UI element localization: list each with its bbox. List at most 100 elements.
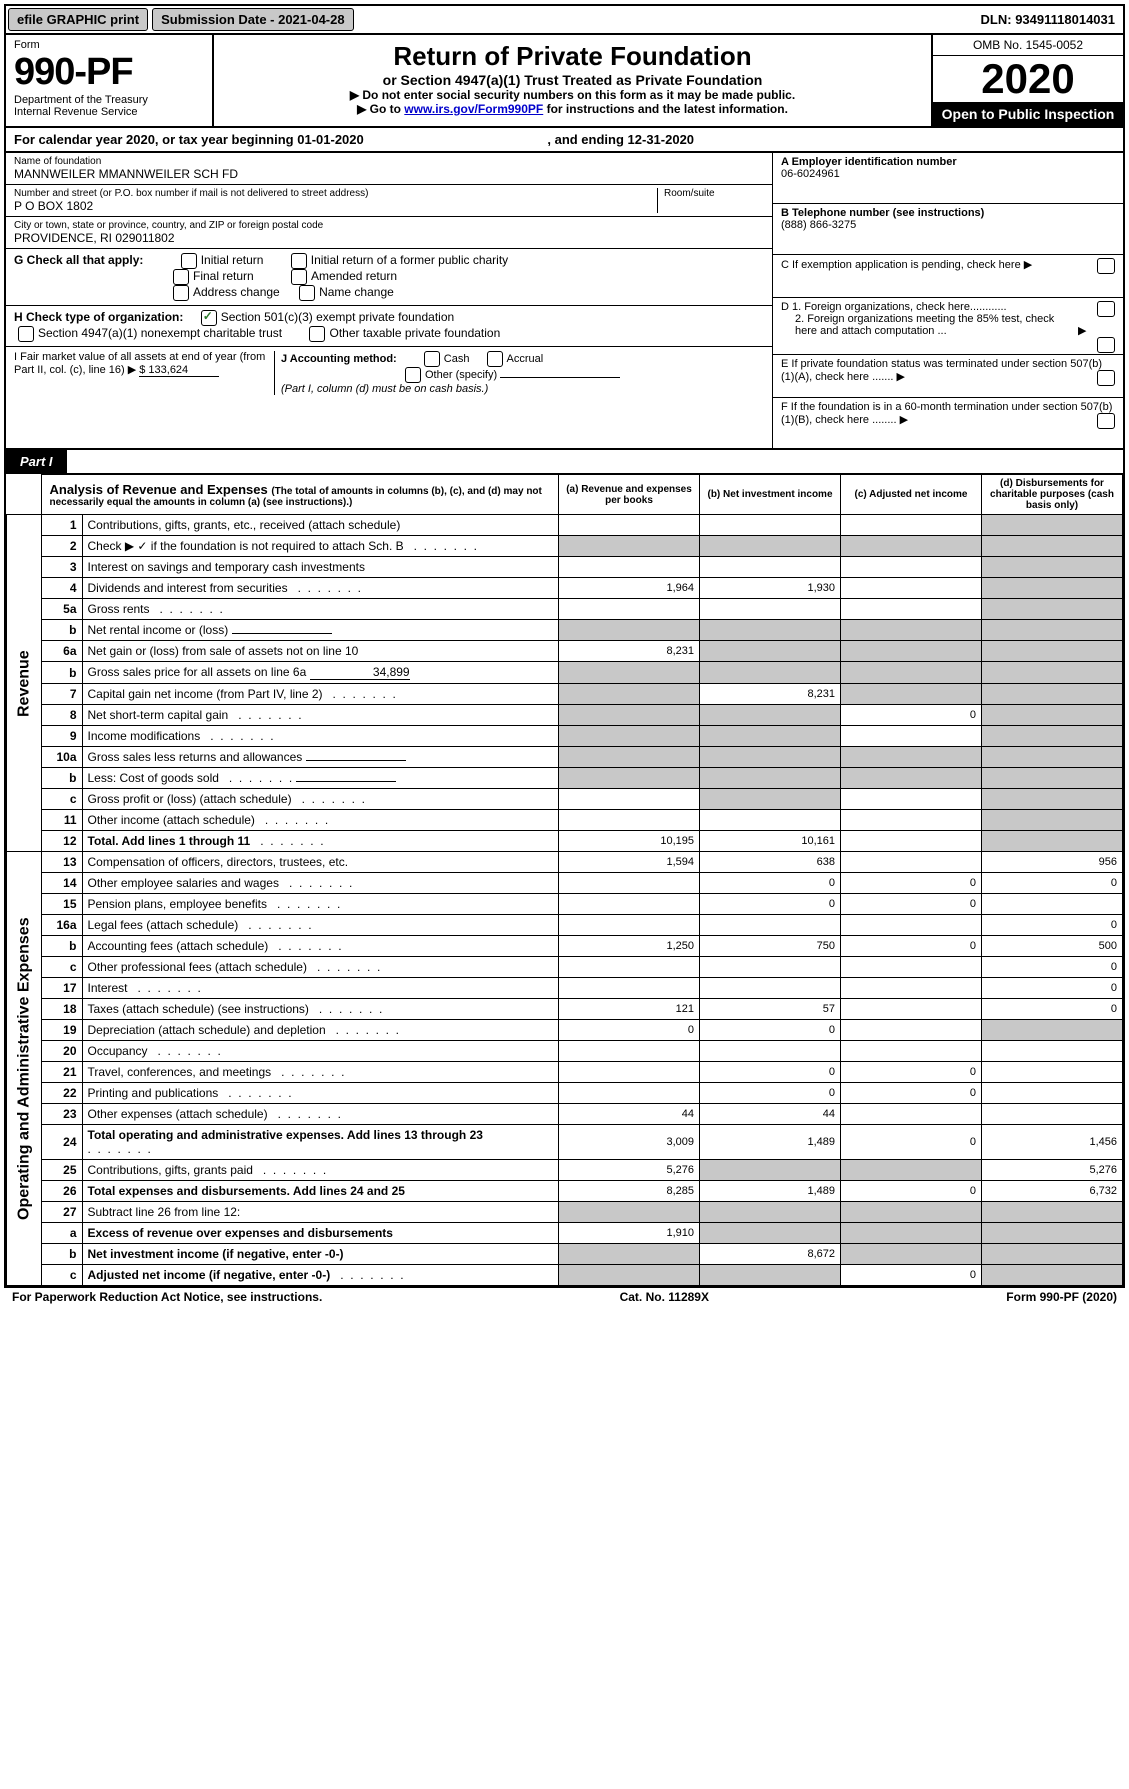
header-left: Form 990-PF Department of the Treasury I… (6, 35, 214, 126)
cell-b: 1,489 (700, 1181, 841, 1202)
cell-c (841, 662, 982, 684)
line-desc: Net short-term capital gain . . . . . . … (82, 705, 559, 726)
cell-a (559, 620, 700, 641)
cell-a (559, 873, 700, 894)
cell-a (559, 536, 700, 557)
table-row: 14Other employee salaries and wages . . … (7, 873, 1123, 894)
line-desc: Dividends and interest from securities .… (82, 578, 559, 599)
room-label: Room/suite (664, 188, 764, 199)
table-row: 16aLegal fees (attach schedule) . . . . … (7, 915, 1123, 936)
cell-c (841, 1202, 982, 1223)
cell-b (700, 1160, 841, 1181)
cell-b: 0 (700, 1020, 841, 1041)
cell-c (841, 1223, 982, 1244)
part1-title: Analysis of Revenue and Expenses (50, 482, 272, 497)
checkbox-initial-former[interactable] (291, 253, 307, 269)
cell-c: 0 (841, 1083, 982, 1104)
cell-b: 44 (700, 1104, 841, 1125)
checkbox-f[interactable] (1097, 413, 1115, 429)
submission-date-button[interactable]: Submission Date - 2021-04-28 (152, 8, 354, 31)
cell-a (559, 789, 700, 810)
line-number: 12 (41, 831, 82, 852)
irs-link[interactable]: www.irs.gov/Form990PF (404, 102, 543, 116)
table-row: cAdjusted net income (if negative, enter… (7, 1265, 1123, 1286)
g-opt-4: Address change (193, 285, 280, 299)
cell-b (700, 768, 841, 789)
name-cell: Name of foundation MANNWEILER MMANNWEILE… (6, 153, 772, 185)
cell-d (982, 894, 1123, 915)
checkbox-4947a1[interactable] (18, 326, 34, 342)
addr-label: Number and street (or P.O. box number if… (14, 188, 657, 199)
line-number: b (41, 936, 82, 957)
table-row: aExcess of revenue over expenses and dis… (7, 1223, 1123, 1244)
line-desc: Total operating and administrative expen… (82, 1125, 559, 1160)
cell-c (841, 747, 982, 768)
cell-c (841, 557, 982, 578)
line-number: 23 (41, 1104, 82, 1125)
line-desc: Net gain or (loss) from sale of assets n… (82, 641, 559, 662)
checkbox-name-change[interactable] (299, 285, 315, 301)
g-opt-2: Final return (193, 269, 254, 283)
line-desc: Other professional fees (attach schedule… (82, 957, 559, 978)
omb-number: OMB No. 1545-0052 (933, 35, 1123, 56)
cell-a (559, 1083, 700, 1104)
cell-c (841, 831, 982, 852)
checkbox-d1[interactable] (1097, 301, 1115, 317)
checkbox-501c3[interactable] (201, 310, 217, 326)
cell-a (559, 1062, 700, 1083)
cell-d (982, 1041, 1123, 1062)
checkbox-address-change[interactable] (173, 285, 189, 301)
checkbox-amended-return[interactable] (291, 269, 307, 285)
cell-b (700, 957, 841, 978)
dln-label: DLN: 93491118014031 (973, 9, 1123, 30)
checkbox-other[interactable] (405, 367, 421, 383)
efile-button[interactable]: efile GRAPHIC print (8, 8, 148, 31)
line-desc: Taxes (attach schedule) (see instruction… (82, 999, 559, 1020)
checkbox-cash[interactable] (424, 351, 440, 367)
cell-d: 6,732 (982, 1181, 1123, 1202)
checkbox-d2[interactable] (1097, 337, 1115, 353)
checkbox-other-taxable[interactable] (309, 326, 325, 342)
cell-c (841, 1160, 982, 1181)
checkbox-c[interactable] (1097, 258, 1115, 274)
h-opt1: Section 501(c)(3) exempt private foundat… (221, 310, 454, 324)
cell-b (700, 1041, 841, 1062)
cell-b (700, 1223, 841, 1244)
checkbox-accrual[interactable] (487, 351, 503, 367)
checkbox-final-return[interactable] (173, 269, 189, 285)
line-number: 24 (41, 1125, 82, 1160)
cell-a: 3,009 (559, 1125, 700, 1160)
h-label: H Check type of organization: (14, 310, 183, 324)
form-note1: ▶ Do not enter social security numbers o… (220, 88, 925, 102)
line-number: 10a (41, 747, 82, 768)
city-label: City or town, state or province, country… (14, 220, 764, 231)
table-row: 5aGross rents . . . . . . . (7, 599, 1123, 620)
table-row: 11Other income (attach schedule) . . . .… (7, 810, 1123, 831)
j-cell: J Accounting method: Cash Accrual Other … (274, 351, 764, 395)
checkbox-initial-return[interactable] (181, 253, 197, 269)
cell-a: 1,910 (559, 1223, 700, 1244)
table-row: 27Subtract line 26 from line 12: (7, 1202, 1123, 1223)
checkbox-e[interactable] (1097, 370, 1115, 386)
line-desc: Depreciation (attach schedule) and deple… (82, 1020, 559, 1041)
cell-c: 0 (841, 705, 982, 726)
part1-table: Analysis of Revenue and Expenses (The to… (6, 474, 1123, 1286)
line-desc: Contributions, gifts, grants, etc., rece… (82, 515, 559, 536)
line-desc: Total. Add lines 1 through 11 . . . . . … (82, 831, 559, 852)
table-row: 6aNet gain or (loss) from sale of assets… (7, 641, 1123, 662)
table-row: 17Interest . . . . . . .0 (7, 978, 1123, 999)
g-row: G Check all that apply: Initial return I… (6, 249, 772, 306)
tel-value: (888) 866-3275 (781, 219, 856, 231)
cell-d (982, 515, 1123, 536)
cell-a (559, 810, 700, 831)
expenses-vlabel: Operating and Administrative Expenses (7, 852, 42, 1286)
cell-d (982, 810, 1123, 831)
line-desc: Printing and publications . . . . . . . (82, 1083, 559, 1104)
table-row: bNet rental income or (loss) (7, 620, 1123, 641)
cell-a (559, 894, 700, 915)
g-opt-5: Name change (319, 285, 394, 299)
table-row: bGross sales price for all assets on lin… (7, 662, 1123, 684)
cal-mid: , and ending (547, 132, 627, 147)
city-value: PROVIDENCE, RI 029011802 (14, 231, 764, 245)
col-a-head: (a) Revenue and expenses per books (559, 475, 700, 515)
